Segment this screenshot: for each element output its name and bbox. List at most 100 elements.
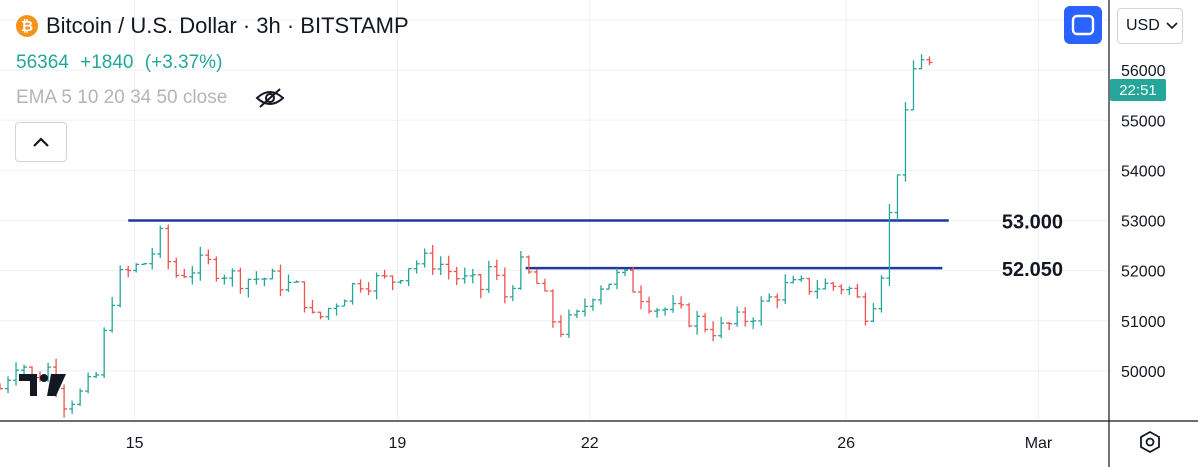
fullscreen-icon <box>1071 14 1095 36</box>
candle <box>894 174 901 221</box>
candle <box>918 54 925 70</box>
y-tick-label: 55000 <box>1121 113 1166 130</box>
price-change: +1840 <box>80 52 134 73</box>
candle <box>774 293 781 309</box>
candle <box>365 282 372 296</box>
candle <box>477 274 484 299</box>
indicator-legend: EMA 5 10 20 34 50 close <box>16 87 285 109</box>
collapse-legend-button[interactable] <box>15 122 67 162</box>
candle <box>237 267 244 294</box>
y-tick-label: 54000 <box>1121 163 1166 180</box>
x-tick-label: Mar <box>1025 435 1053 452</box>
candle <box>854 283 861 298</box>
fullscreen-button[interactable] <box>1064 6 1102 44</box>
candle <box>678 296 685 309</box>
candle <box>790 275 797 284</box>
candle <box>926 56 933 66</box>
candle <box>453 267 460 286</box>
candle <box>165 224 172 270</box>
y-tick-label: 51000 <box>1121 314 1166 331</box>
candle <box>830 281 837 291</box>
price-summary: 56364 +1840 (+3.37%) <box>16 52 228 74</box>
candle <box>229 268 236 287</box>
candle <box>85 372 92 394</box>
candle <box>573 309 580 318</box>
x-tick-label: 26 <box>837 435 855 452</box>
candle <box>245 278 252 298</box>
last-price: 56364 <box>16 52 69 73</box>
candle <box>469 269 476 284</box>
candle <box>533 269 540 285</box>
candle <box>646 296 653 314</box>
y-tick-label: 50000 <box>1121 364 1166 381</box>
candle <box>694 310 701 335</box>
candle <box>838 284 845 295</box>
candle <box>589 298 596 311</box>
candle <box>69 400 76 414</box>
candle <box>309 300 316 314</box>
candle <box>197 246 204 281</box>
candle <box>13 362 20 386</box>
candle <box>581 298 588 317</box>
candle <box>133 263 140 273</box>
level-label: 52.050 <box>1002 259 1063 281</box>
candle <box>413 260 420 274</box>
candle <box>181 268 188 279</box>
candle <box>325 307 332 320</box>
bitcoin-icon: ₿ <box>16 15 38 37</box>
candle <box>798 275 805 282</box>
candle <box>605 283 612 290</box>
candle <box>173 257 180 278</box>
candle <box>421 248 428 268</box>
candle <box>758 296 765 326</box>
candle <box>734 306 741 327</box>
candle <box>902 102 909 182</box>
candle <box>93 371 100 379</box>
indicator-label[interactable]: EMA 5 10 20 34 50 close <box>16 87 228 108</box>
candle <box>285 274 292 292</box>
candle <box>509 285 516 302</box>
candle <box>405 268 412 287</box>
candle <box>878 275 885 313</box>
candle <box>141 262 148 266</box>
x-tick-label: 22 <box>581 435 599 452</box>
candle <box>782 274 789 304</box>
symbol-title[interactable]: Bitcoin / U.S. Dollar · 3h · BITSTAMP <box>46 13 409 38</box>
candle <box>485 260 492 293</box>
candle <box>333 303 340 316</box>
candle <box>750 317 757 329</box>
candle <box>814 280 821 299</box>
settings-icon[interactable] <box>1138 430 1162 454</box>
candle <box>525 255 532 274</box>
candle <box>549 289 556 328</box>
candle <box>597 285 604 305</box>
candle <box>301 281 308 313</box>
candle <box>437 256 444 276</box>
candle <box>726 321 733 331</box>
candle <box>710 321 717 342</box>
bar-countdown-badge: 22:51 <box>1110 79 1166 101</box>
candle <box>630 266 637 293</box>
candle <box>397 280 404 284</box>
candle <box>0 383 3 390</box>
candle <box>213 256 220 282</box>
candle <box>517 251 524 290</box>
candle <box>349 282 356 305</box>
candle <box>846 286 853 295</box>
currency-selector[interactable]: USD <box>1117 8 1183 44</box>
candle <box>125 265 132 278</box>
candle <box>622 269 629 277</box>
candle <box>117 265 124 308</box>
candle <box>381 269 388 279</box>
candle <box>565 309 572 338</box>
eye-hidden-icon[interactable] <box>255 88 285 108</box>
candle <box>253 271 260 285</box>
y-tick-label: 53000 <box>1121 214 1166 231</box>
candle <box>445 255 452 280</box>
candle <box>61 384 68 418</box>
horizontal-levels <box>128 219 949 270</box>
candle <box>357 279 364 293</box>
candle <box>742 307 749 327</box>
candle <box>373 272 380 300</box>
